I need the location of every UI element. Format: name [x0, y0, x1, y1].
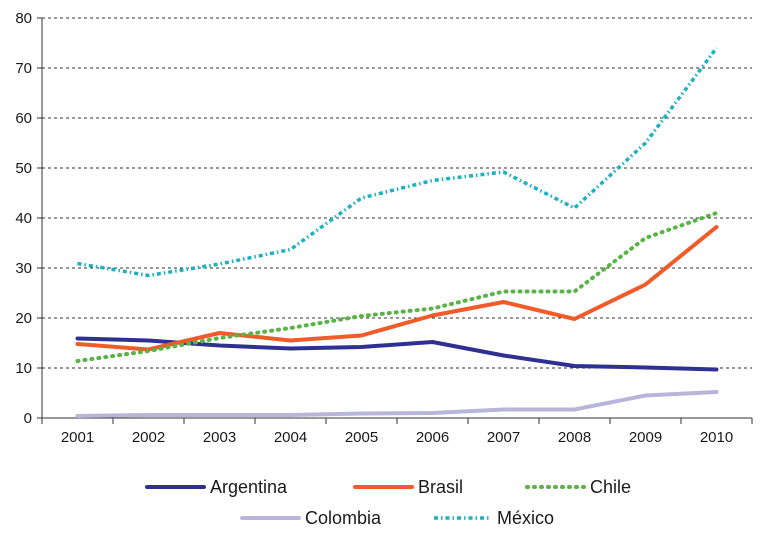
y-tick-label: 60 [15, 110, 32, 127]
series-line-mexico [77, 46, 718, 278]
legend-label: Chile [590, 477, 631, 497]
x-tick-label: 2003 [203, 429, 236, 446]
legend-label: Argentina [210, 477, 288, 497]
x-tick-label: 2002 [132, 429, 165, 446]
legend-label: Brasil [418, 477, 463, 497]
x-tick-label: 2004 [274, 429, 307, 446]
x-tick-label: 2005 [345, 429, 378, 446]
x-tick-label: 2010 [700, 429, 733, 446]
y-tick-label: 20 [15, 310, 32, 327]
series-line-brasil [75, 225, 719, 352]
y-tick-label: 10 [15, 360, 32, 377]
x-tick-label: 2007 [487, 429, 520, 446]
series-line-chile [75, 211, 719, 363]
series-line-colombia [75, 390, 719, 418]
y-tick-label: 0 [24, 410, 32, 427]
y-tick-label: 40 [15, 210, 32, 227]
y-tick-label: 70 [15, 60, 32, 77]
x-tick-label: 2008 [558, 429, 591, 446]
y-tick-label: 50 [15, 160, 32, 177]
series-lines [75, 46, 719, 418]
x-tick-label: 2009 [629, 429, 662, 446]
legend-label: Colombia [305, 508, 382, 528]
gridlines [42, 17, 752, 369]
x-tick-label: 2001 [61, 429, 94, 446]
axes: 0 10 20 30 40 50 60 70 80 2001 2002 2003 2004 2005 200… [15, 10, 753, 446]
x-tick-label: 2006 [416, 429, 449, 446]
legend: Argentina Brasil Chile Colombia México [145, 477, 631, 528]
y-tick-label: 80 [15, 10, 32, 27]
y-tick-label: 30 [15, 260, 32, 277]
legend-label: México [497, 508, 554, 528]
